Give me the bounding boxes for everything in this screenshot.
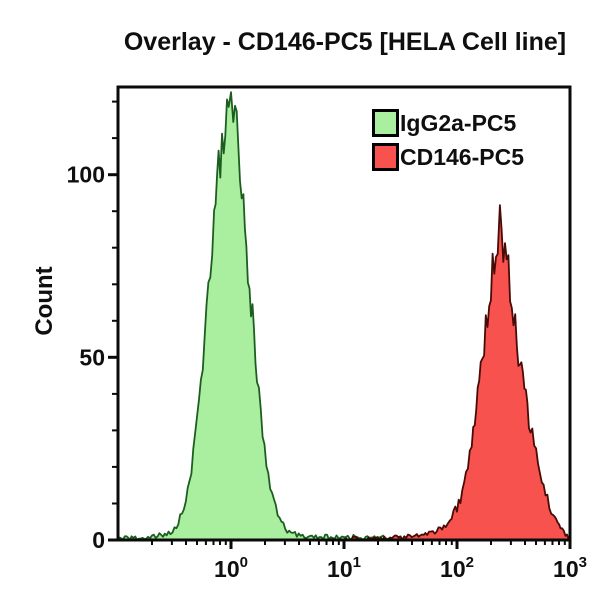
x-tick-label: 103 bbox=[553, 554, 587, 582]
x-axis-major-ticks: 100 101 102 103 bbox=[214, 540, 587, 582]
y-axis-ticks: 0 50 100 bbox=[67, 100, 118, 553]
y-tick-label: 0 bbox=[92, 527, 105, 553]
legend-label-igg2a: IgG2a-PC5 bbox=[400, 109, 517, 136]
series-group bbox=[118, 91, 570, 540]
legend-item-igg2a: IgG2a-PC5 bbox=[372, 106, 524, 140]
legend-item-cd146: CD146-PC5 bbox=[372, 140, 524, 174]
legend-label-cd146: CD146-PC5 bbox=[400, 143, 524, 170]
x-tick-label: 100 bbox=[214, 554, 248, 582]
y-tick-label: 50 bbox=[79, 344, 105, 370]
legend: IgG2a-PC5 CD146-PC5 bbox=[372, 106, 524, 174]
legend-swatch-cd146-icon bbox=[372, 143, 399, 171]
x-tick-label: 102 bbox=[440, 554, 474, 582]
plot-border bbox=[116, 85, 572, 542]
series-cd146 bbox=[343, 204, 570, 540]
chart-title: Overlay - CD146-PC5 [HELA Cell line] bbox=[123, 28, 567, 56]
y-tick-label: 100 bbox=[67, 162, 105, 188]
legend-swatch-igg2a-icon bbox=[372, 109, 399, 137]
x-tick-label: 101 bbox=[327, 554, 361, 582]
